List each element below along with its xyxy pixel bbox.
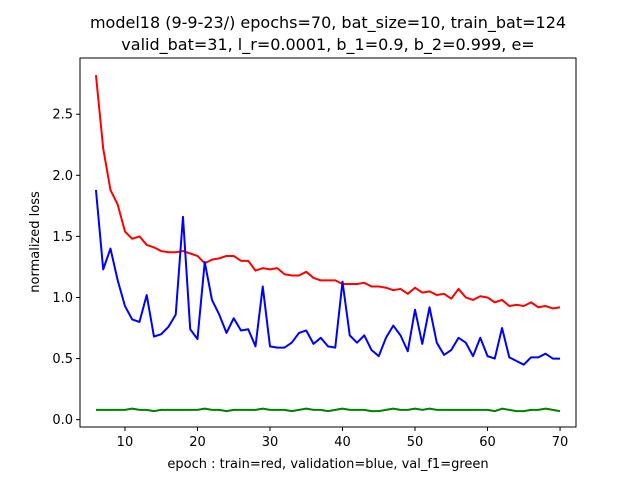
chart-title-line-1: model18 (9-9-23/) epochs=70, bat_size=10… (90, 13, 566, 33)
validation-series-line (94, 189, 561, 366)
val-f1-series-line (95, 407, 561, 413)
tick-layer: 10 20 30 40 50 60 70 0.0 0.5 1.0 1.5 2.0 2.5 (52, 108, 568, 450)
x-axis-label: epoch : train=red, validation=blue, val_… (167, 457, 488, 472)
x-tick-label: 50 (407, 435, 424, 450)
chart-title-line-2: valid_bat=31, l_r=0.0001, b_1=0.9, b_2=0… (121, 35, 534, 55)
y-tick-label: 1.0 (52, 291, 73, 306)
y-tick-label: 2.5 (52, 108, 73, 123)
x-tick-label: 30 (262, 435, 279, 450)
series-layer (94, 75, 561, 413)
plot-frame (79, 57, 577, 428)
x-tick-label: 60 (479, 435, 496, 450)
y-tick-label: 2.0 (52, 169, 73, 184)
x-tick-label: 70 (552, 435, 569, 450)
y-tick-label: 0.5 (52, 352, 73, 367)
y-tick-label: 0.0 (52, 413, 73, 428)
y-tick-label: 1.5 (52, 230, 73, 245)
x-tick-label: 10 (117, 435, 134, 450)
y-axis-label: normalized loss (28, 191, 43, 293)
x-tick-label: 20 (189, 435, 206, 450)
x-tick-label: 40 (334, 435, 351, 450)
train-series-line (94, 75, 561, 310)
